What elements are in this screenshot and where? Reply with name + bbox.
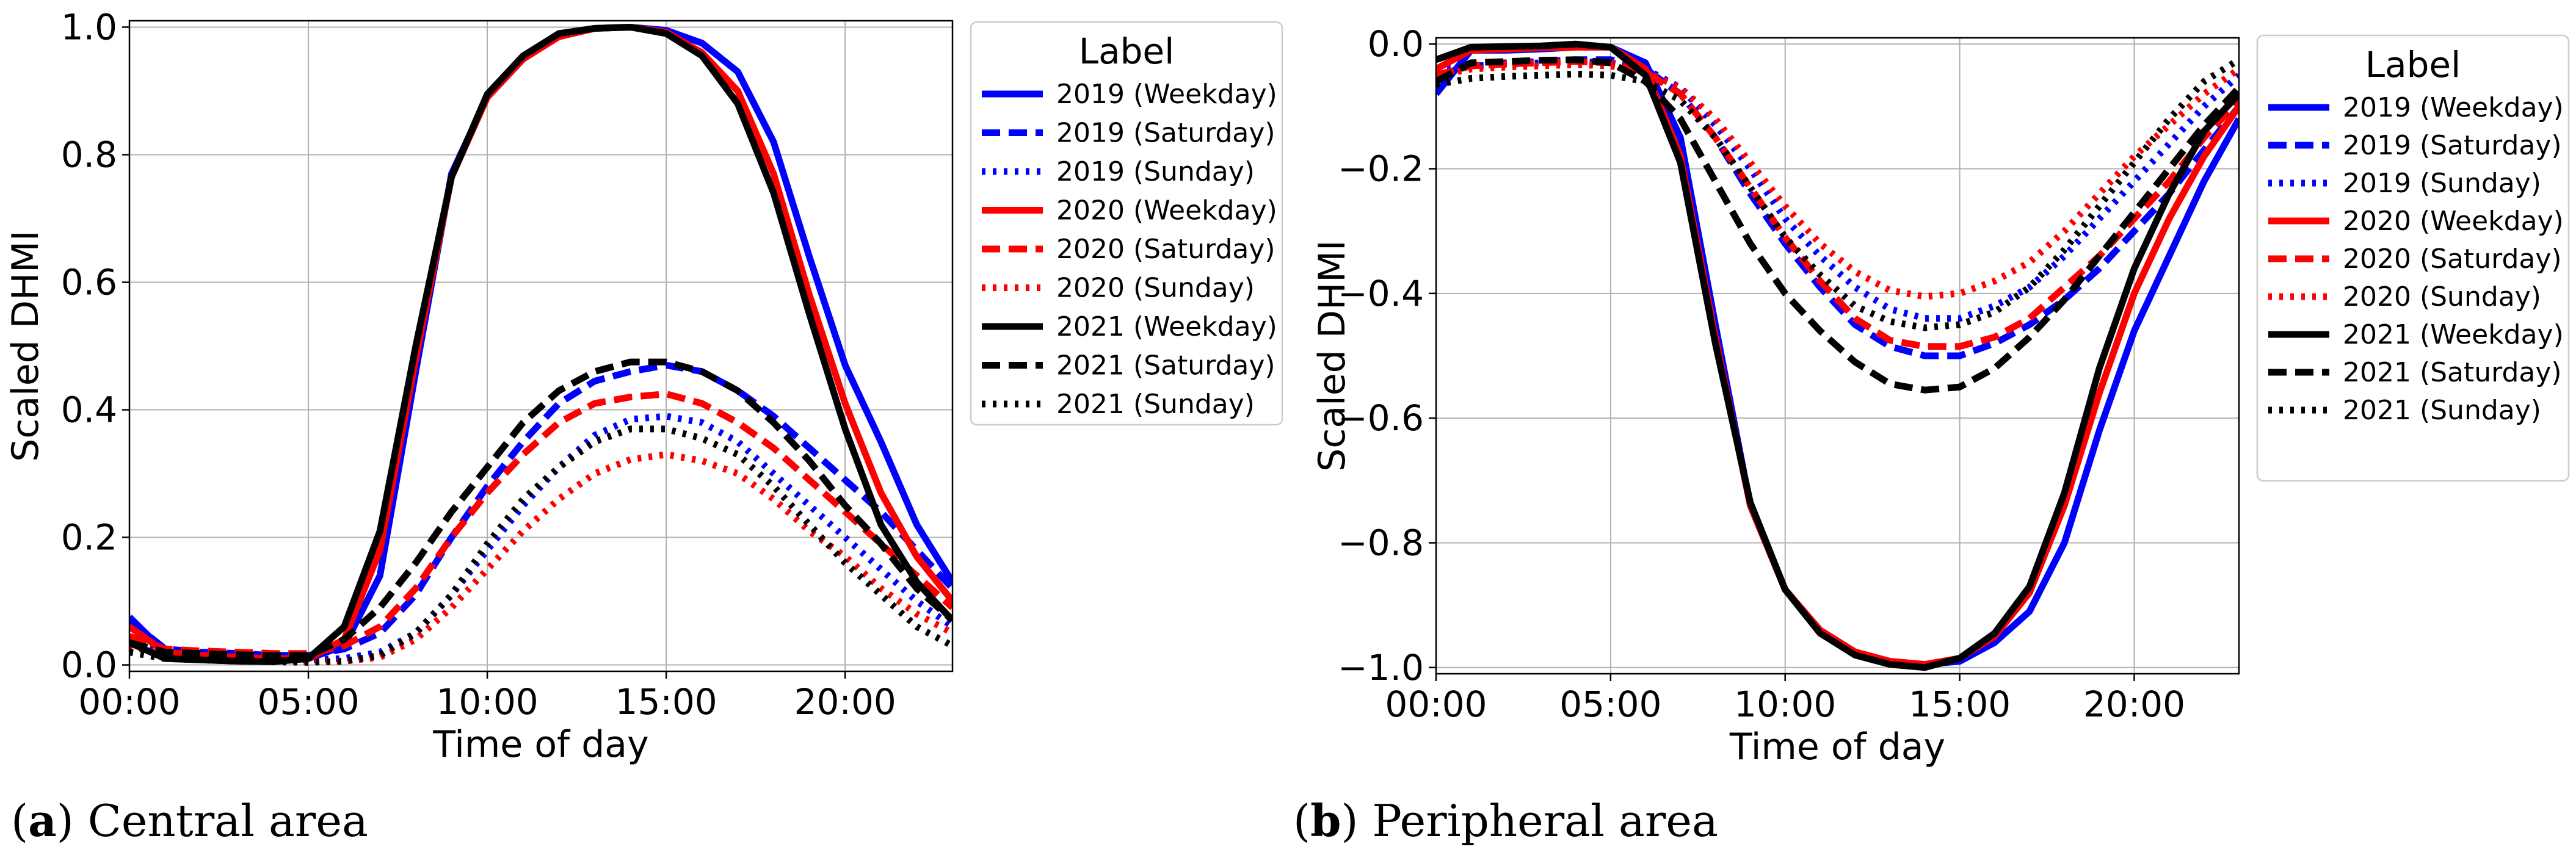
series-line-2021-sunday bbox=[129, 425, 952, 666]
series-line-2019-weekday bbox=[129, 24, 952, 662]
legend-entry: 2019 (Weekday) bbox=[1056, 79, 1277, 110]
plot-frame bbox=[1435, 37, 2240, 675]
x-axis-label: Time of day bbox=[432, 723, 648, 766]
series-line-2019-weekday bbox=[1436, 43, 2239, 668]
panel-caption: (b) Peripheral area bbox=[1293, 795, 1718, 846]
legend-box bbox=[970, 21, 1283, 426]
x-tick-label: 15:00 bbox=[615, 681, 717, 723]
y-tick-label: 1.0 bbox=[61, 6, 117, 48]
legend-box bbox=[2256, 34, 2570, 482]
legend-entry: 2019 (Sunday) bbox=[1056, 156, 1255, 187]
chart-panel-b: 00:00 05:00 10:00 15:00 20:00 0.0 −0.2 −0.4 −0.6… bbox=[1293, 23, 2570, 846]
legend-title: Label bbox=[1079, 31, 1174, 72]
x-tick-label: 20:00 bbox=[2083, 684, 2185, 725]
x-tick-label: 20:00 bbox=[794, 681, 896, 723]
series-line-2019-sunday bbox=[1436, 58, 2239, 322]
series-line-2021-saturday bbox=[1436, 56, 2239, 394]
legend-entry: 2019 (Saturday) bbox=[1056, 118, 1275, 149]
y-tick-label: 0.6 bbox=[61, 261, 117, 303]
series-line-2020-weekday bbox=[129, 24, 952, 662]
series-line-2020-sunday bbox=[1436, 61, 2239, 300]
x-tick-label: 00:00 bbox=[1385, 684, 1487, 725]
y-tick-label: −0.6 bbox=[1338, 397, 1424, 439]
y-axis-label: Scaled DHMI bbox=[4, 230, 47, 461]
y-tick-label: −1.0 bbox=[1338, 647, 1424, 688]
legend-entry: 2020 (Weekday) bbox=[1056, 195, 1277, 226]
series-group bbox=[129, 24, 952, 666]
legend: Label 2019 (Weekday) 2019 (Saturday) 2019 (… bbox=[2256, 34, 2570, 482]
y-tick-label: −0.2 bbox=[1338, 148, 1424, 190]
caption-text: Peripheral area bbox=[1372, 795, 1718, 846]
series-line-2021-saturday bbox=[129, 358, 952, 659]
caption-letter: a bbox=[28, 795, 57, 846]
y-tick-label: 0.4 bbox=[61, 389, 117, 431]
x-tick-label: 05:00 bbox=[257, 681, 359, 723]
legend-entry: 2021 (Saturday) bbox=[2343, 357, 2562, 388]
legend: Label 2019 (Weekday) 2019 (Saturday) 2019 (… bbox=[970, 21, 1283, 426]
legend-entry: 2021 (Sunday) bbox=[2343, 395, 2541, 426]
x-axis-label: Time of day bbox=[1729, 726, 1945, 768]
y-tick-label: 0.0 bbox=[1368, 23, 1424, 65]
legend-entry: 2021 (Saturday) bbox=[1056, 350, 1275, 381]
plot-frame bbox=[128, 20, 954, 673]
x-tick-label: 10:00 bbox=[1734, 684, 1836, 725]
series-line-2020-weekday bbox=[1436, 43, 2239, 668]
series-line-2021-weekday bbox=[1436, 40, 2239, 671]
series-line-2019-sunday bbox=[129, 413, 952, 663]
legend-title: Label bbox=[2365, 44, 2461, 85]
legend-entry: 2021 (Weekday) bbox=[2343, 319, 2564, 350]
caption-letter: b bbox=[1310, 795, 1341, 846]
x-tick-label: 10:00 bbox=[437, 681, 539, 723]
legend-entry: 2020 (Saturday) bbox=[1056, 234, 1275, 265]
y-tick-label: 0.0 bbox=[61, 644, 117, 686]
legend-entry: 2020 (Sunday) bbox=[1056, 273, 1255, 304]
legend-entry: 2019 (Sunday) bbox=[2343, 168, 2541, 199]
y-tick-label: −0.4 bbox=[1338, 273, 1424, 314]
caption-text: Central area bbox=[88, 795, 368, 846]
y-tick-label: 0.2 bbox=[61, 517, 117, 558]
panel-caption: (a) Central area bbox=[11, 795, 368, 846]
legend-entry: 2020 (Weekday) bbox=[2343, 206, 2564, 237]
chart-panel-a: 00:00 05:00 10:00 15:00 20:00 0.0 0.2 0.4 0.6 0.8… bbox=[4, 6, 1283, 846]
legend-entry: 2021 (Weekday) bbox=[1056, 311, 1277, 342]
series-line-2021-weekday bbox=[129, 24, 952, 665]
y-tick-label: 0.8 bbox=[61, 134, 117, 175]
series-line-2021-sunday bbox=[1436, 57, 2239, 331]
x-tick-label: 05:00 bbox=[1559, 684, 1661, 725]
legend-entry: 2021 (Sunday) bbox=[1056, 389, 1255, 420]
y-axis-label: Scaled DHMI bbox=[1311, 240, 1354, 471]
legend-entry: 2019 (Weekday) bbox=[2343, 92, 2564, 123]
x-tick-label: 15:00 bbox=[1909, 684, 2011, 725]
legend-entry: 2020 (Saturday) bbox=[2343, 244, 2562, 275]
y-tick-label: −0.8 bbox=[1338, 522, 1424, 563]
series-group bbox=[1436, 40, 2239, 671]
legend-entry: 2020 (Sunday) bbox=[2343, 281, 2541, 312]
x-tick-label: 00:00 bbox=[78, 681, 180, 723]
legend-entry: 2019 (Saturday) bbox=[2343, 130, 2562, 161]
